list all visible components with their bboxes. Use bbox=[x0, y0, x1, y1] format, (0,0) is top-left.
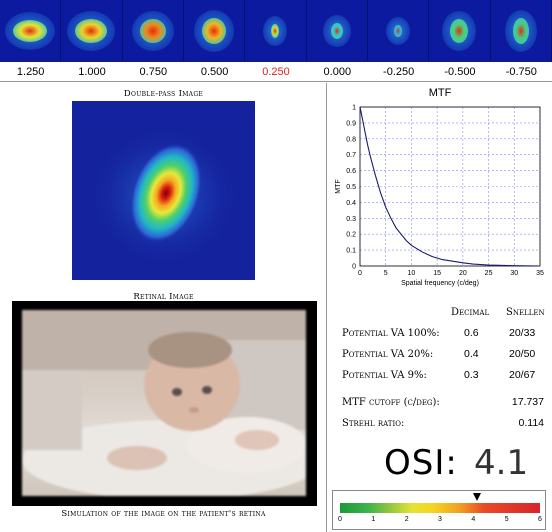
mtf-y-tick-label: 0 bbox=[352, 264, 356, 271]
retinal-simulation-image bbox=[22, 310, 306, 496]
mtf-x-tick-label: 30 bbox=[510, 270, 518, 277]
focus-value-label[interactable]: -0.500 bbox=[444, 66, 476, 78]
osi-scale-tick: 0 bbox=[338, 516, 342, 523]
mtf-cutoff-label: MTF cutoff (c/deg): bbox=[342, 397, 440, 408]
mtf-chart: 0 5 10 15 20 25 30 35 0 0.1 0.2 0.3 0.4 0.5 0.6 0.7 0.8 0… bbox=[335, 105, 544, 288]
mtf-y-tick-label: 0.7 bbox=[346, 152, 356, 159]
double-pass-title: Double-pass Image bbox=[123, 89, 204, 99]
va-snellen-value: 20/67 bbox=[509, 369, 536, 381]
osi-label: OSI: bbox=[384, 443, 458, 483]
osi-scale-tick: 5 bbox=[504, 516, 509, 523]
retinal-simulation-caption: Simulation of the image on the patient's… bbox=[61, 509, 266, 519]
mtf-y-tick-label: 0.5 bbox=[346, 184, 356, 191]
focus-thumbnail[interactable] bbox=[491, 0, 552, 62]
mtf-curve bbox=[359, 106, 541, 267]
focus-thumbnail[interactable] bbox=[123, 0, 184, 62]
mtf-cutoff-value: 17.737 bbox=[511, 396, 544, 408]
focus-value-label[interactable]: 0.500 bbox=[200, 66, 229, 78]
focus-value-label[interactable]: -0.750 bbox=[505, 66, 537, 78]
mtf-x-axis-label: Spatial frequency (c/deg) bbox=[401, 280, 479, 287]
mtf-y-tick-label: 0.1 bbox=[346, 248, 356, 255]
mtf-y-tick-label: 0.4 bbox=[346, 200, 356, 207]
osi-marker-icon bbox=[472, 493, 481, 501]
osi-scale-tick: 6 bbox=[538, 516, 542, 523]
va-decimal-value: 0.3 bbox=[464, 369, 479, 381]
mtf-y-tick-label: 0.8 bbox=[346, 136, 356, 143]
mtf-chart-title: MTF bbox=[428, 87, 452, 99]
focus-thumbnail[interactable] bbox=[429, 0, 491, 62]
focus-value-label[interactable]: 0.750 bbox=[139, 66, 168, 78]
focus-thumbnail[interactable] bbox=[184, 0, 246, 62]
mtf-y-tick-label: 0.2 bbox=[346, 232, 356, 239]
strehl-ratio-label: Strehl ratio: bbox=[342, 418, 405, 429]
focus-value-label[interactable]: 1.000 bbox=[78, 66, 106, 78]
osi-value: 4.1 bbox=[474, 443, 529, 483]
focus-thumbnail[interactable] bbox=[368, 0, 430, 62]
focus-value-label[interactable]: 0.000 bbox=[323, 66, 352, 78]
through-focus-strip bbox=[0, 0, 552, 62]
retinal-image-title: Retinal Image bbox=[133, 292, 194, 302]
osi-scale-tick: 2 bbox=[404, 516, 409, 523]
mtf-y-tick-label: 0.9 bbox=[346, 120, 356, 127]
metrics-panel: MTF 0 5 10 15 20 25 30 35 0 0.1 0.2 0.3 0.4 0.5 0.6 0.7… bbox=[328, 83, 552, 532]
mtf-y-tick-label: 0.3 bbox=[346, 216, 356, 223]
image-panel: Double-pass Image bbox=[0, 83, 327, 532]
mtf-x-tick-label: 0 bbox=[358, 270, 362, 277]
va-snellen-value: 20/50 bbox=[509, 348, 536, 360]
va-row-label: Potential VA 20%: bbox=[342, 349, 434, 360]
osi-scale-tick: 3 bbox=[438, 516, 442, 523]
mtf-y-tick-label: 0.6 bbox=[346, 168, 356, 175]
va-decimal-value: 0.6 bbox=[464, 327, 479, 339]
osi-scale: 0 1 2 3 4 5 6 bbox=[332, 490, 546, 530]
mtf-x-tick-label: 10 bbox=[408, 270, 416, 277]
focus-value-labels: 1.250 1.000 0.750 0.500 0.250 0.000 -0.250 -0.5… bbox=[0, 62, 552, 82]
strehl-ratio-value: 0.114 bbox=[518, 417, 545, 429]
mtf-x-tick-label: 25 bbox=[485, 270, 493, 277]
focus-thumbnail[interactable] bbox=[61, 0, 123, 62]
focus-thumbnail[interactable] bbox=[245, 0, 307, 62]
double-pass-image bbox=[72, 101, 255, 280]
mtf-y-axis-label: MTF bbox=[335, 179, 342, 193]
va-row-label: Potential VA 100%: bbox=[342, 328, 440, 339]
va-decimal-value: 0.4 bbox=[464, 348, 479, 360]
osi-color-bar bbox=[340, 503, 540, 513]
baby-photo-simulation bbox=[22, 310, 306, 496]
va-snellen-value: 20/33 bbox=[509, 327, 536, 339]
focus-value-label[interactable]: 0.250 bbox=[262, 66, 290, 78]
decimal-column-header: Decimal bbox=[451, 307, 490, 318]
osi-scale-tick: 4 bbox=[471, 516, 476, 523]
mtf-x-tick-label: 15 bbox=[433, 270, 441, 277]
retinal-image-frame bbox=[12, 301, 317, 506]
mtf-x-tick-label: 5 bbox=[384, 270, 388, 277]
snellen-column-header: Snellen bbox=[506, 307, 545, 318]
mtf-y-tick-label: 1 bbox=[352, 105, 356, 112]
va-row-label: Potential VA 9%: bbox=[342, 370, 427, 381]
mtf-x-tick-label: 20 bbox=[459, 270, 467, 277]
focus-thumbnail[interactable] bbox=[307, 0, 368, 62]
focus-value-label[interactable]: -0.250 bbox=[383, 66, 415, 78]
focus-thumbnail[interactable] bbox=[0, 0, 62, 62]
mtf-x-tick-label: 35 bbox=[536, 270, 544, 277]
osi-scale-tick: 1 bbox=[371, 516, 376, 523]
double-pass-heatmap bbox=[89, 126, 239, 266]
focus-value-label[interactable]: 1.250 bbox=[16, 66, 45, 78]
mtf-plot-frame bbox=[359, 106, 541, 267]
